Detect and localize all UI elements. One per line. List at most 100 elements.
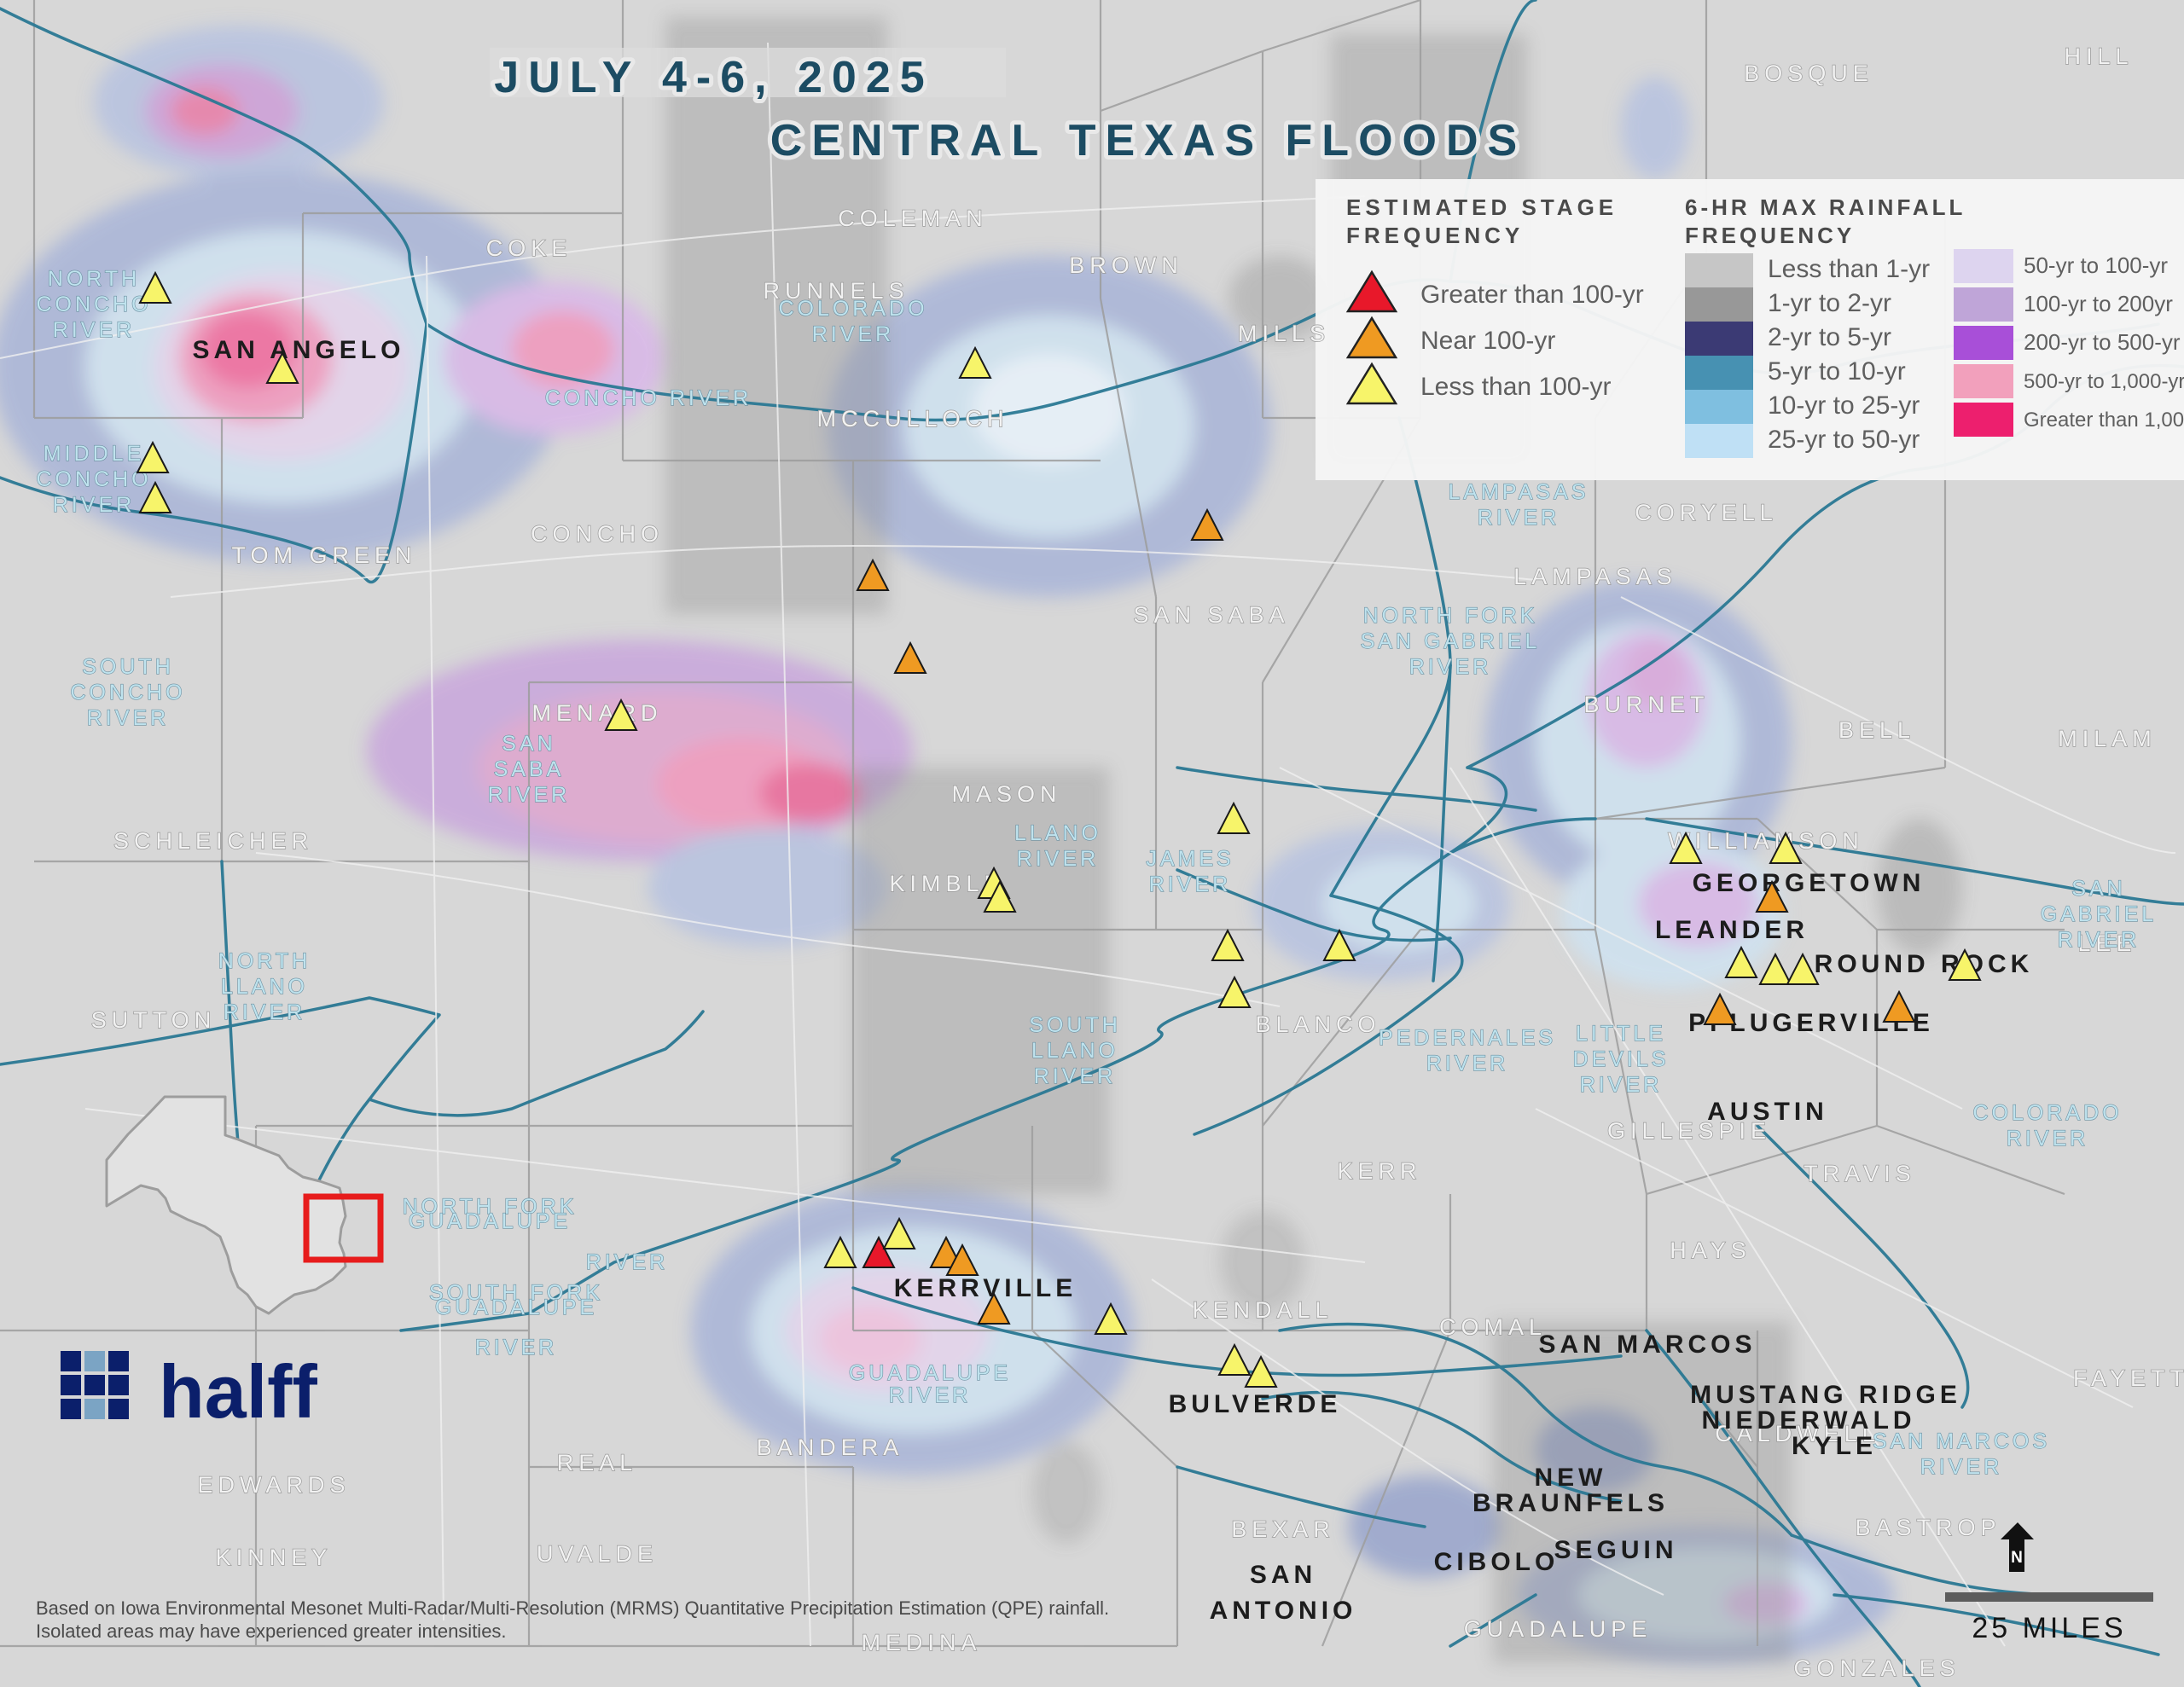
svg-text:MIDDLE: MIDDLE bbox=[44, 442, 144, 466]
svg-text:Less than 1-yr: Less than 1-yr bbox=[1768, 255, 1930, 283]
svg-text:RIVER: RIVER bbox=[1149, 872, 1231, 896]
svg-text:MASON: MASON bbox=[951, 781, 1061, 807]
svg-text:ESTIMATED STAGE: ESTIMATED STAGE bbox=[1346, 194, 1618, 220]
svg-text:CONCHO: CONCHO bbox=[70, 681, 185, 704]
svg-text:CENTRAL TEXAS FLOODS: CENTRAL TEXAS FLOODS bbox=[770, 116, 1526, 165]
svg-text:COLEMAN: COLEMAN bbox=[838, 206, 988, 231]
svg-text:SCHLEICHER: SCHLEICHER bbox=[113, 828, 313, 854]
svg-text:JAMES: JAMES bbox=[1146, 847, 1234, 871]
svg-text:RIVER: RIVER bbox=[488, 783, 570, 807]
svg-text:10-yr to 25-yr: 10-yr to 25-yr bbox=[1768, 391, 1920, 420]
svg-text:NEW: NEW bbox=[1535, 1464, 1607, 1492]
svg-text:LAMPASAS: LAMPASAS bbox=[1449, 480, 1589, 504]
svg-text:MUSTANG RIDGE: MUSTANG RIDGE bbox=[1690, 1381, 1961, 1409]
svg-text:GUADALUPE: GUADALUPE bbox=[435, 1296, 597, 1319]
svg-text:PEDERNALES: PEDERNALES bbox=[1379, 1026, 1556, 1050]
svg-text:halff: halff bbox=[159, 1349, 317, 1434]
svg-text:RIVER: RIVER bbox=[2058, 928, 2140, 952]
svg-text:TOM GREEN: TOM GREEN bbox=[231, 542, 416, 568]
svg-text:500-yr to 1,000-yr: 500-yr to 1,000-yr bbox=[2024, 370, 2184, 393]
svg-text:NORTH: NORTH bbox=[218, 949, 311, 973]
svg-text:FAYETTE: FAYETTE bbox=[2073, 1365, 2184, 1391]
svg-text:SOUTH: SOUTH bbox=[1029, 1013, 1121, 1037]
svg-text:LLANO: LLANO bbox=[1014, 821, 1101, 845]
svg-text:RIVER: RIVER bbox=[53, 318, 135, 342]
svg-text:50-yr to 100-yr: 50-yr to 100-yr bbox=[2024, 252, 2168, 278]
svg-text:BEXAR: BEXAR bbox=[1231, 1516, 1335, 1542]
svg-text:SAN: SAN bbox=[1250, 1561, 1316, 1589]
svg-text:N: N bbox=[2011, 1549, 2023, 1567]
svg-text:RIVER: RIVER bbox=[2007, 1127, 2088, 1151]
svg-text:Isolated areas may have experi: Isolated areas may have experienced grea… bbox=[36, 1620, 507, 1642]
svg-text:RIVER: RIVER bbox=[889, 1383, 971, 1407]
svg-text:HAYS: HAYS bbox=[1670, 1238, 1751, 1263]
svg-text:TRAVIS: TRAVIS bbox=[1804, 1161, 1916, 1186]
svg-text:Based on Iowa Environmental Me: Based on Iowa Environmental Mesonet Mult… bbox=[36, 1597, 1109, 1619]
svg-text:BULVERDE: BULVERDE bbox=[1169, 1390, 1342, 1418]
svg-text:RIVER: RIVER bbox=[53, 493, 135, 517]
svg-text:EDWARDS: EDWARDS bbox=[197, 1472, 350, 1498]
svg-text:REAL: REAL bbox=[557, 1450, 638, 1475]
svg-text:DEVILS: DEVILS bbox=[1573, 1047, 1670, 1071]
svg-text:RIVER: RIVER bbox=[1017, 847, 1099, 871]
svg-text:GABRIEL: GABRIEL bbox=[2041, 902, 2157, 926]
svg-text:KERR: KERR bbox=[1337, 1158, 1421, 1184]
svg-text:RIVER: RIVER bbox=[586, 1250, 668, 1274]
svg-text:GUADALUPE: GUADALUPE bbox=[849, 1361, 1011, 1385]
svg-text:BLANCO: BLANCO bbox=[1255, 1012, 1380, 1037]
svg-text:FREQUENCY: FREQUENCY bbox=[1685, 223, 1855, 248]
svg-text:CONCHO RIVER: CONCHO RIVER bbox=[545, 386, 752, 410]
svg-text:LLANO: LLANO bbox=[221, 975, 308, 999]
svg-text:RIVER: RIVER bbox=[1920, 1455, 2002, 1479]
svg-text:RIVER: RIVER bbox=[87, 706, 169, 730]
svg-text:HILL: HILL bbox=[2064, 43, 2133, 69]
svg-text:SABA: SABA bbox=[494, 757, 565, 781]
svg-text:MILAM: MILAM bbox=[2058, 726, 2157, 751]
svg-text:FREQUENCY: FREQUENCY bbox=[1346, 223, 1524, 248]
svg-text:Near 100-yr: Near 100-yr bbox=[1420, 327, 1555, 355]
svg-text:SAN GABRIEL: SAN GABRIEL bbox=[1361, 629, 1541, 653]
svg-text:WILLIAMSON: WILLIAMSON bbox=[1668, 828, 1864, 854]
svg-text:LITTLE: LITTLE bbox=[1576, 1022, 1666, 1046]
svg-text:BASTROP: BASTROP bbox=[1855, 1515, 2001, 1540]
svg-text:SAN: SAN bbox=[2071, 877, 2125, 901]
svg-text:COKE: COKE bbox=[486, 235, 572, 261]
svg-text:BURNET: BURNET bbox=[1583, 692, 1709, 717]
svg-text:ANTONIO: ANTONIO bbox=[1210, 1597, 1357, 1625]
svg-text:NORTH: NORTH bbox=[48, 267, 140, 291]
svg-text:COLORADO: COLORADO bbox=[1972, 1101, 2122, 1125]
svg-text:BRAUNFELS: BRAUNFELS bbox=[1472, 1489, 1669, 1517]
svg-text:MEDINA: MEDINA bbox=[861, 1630, 981, 1655]
svg-text:25-yr to 50-yr: 25-yr to 50-yr bbox=[1768, 426, 1920, 454]
svg-text:LEANDER: LEANDER bbox=[1655, 916, 1809, 944]
svg-text:UVALDE: UVALDE bbox=[537, 1541, 658, 1567]
svg-text:MENARD: MENARD bbox=[531, 700, 662, 726]
svg-text:GONZALES: GONZALES bbox=[1793, 1655, 1960, 1681]
svg-text:KERRVILLE: KERRVILLE bbox=[894, 1274, 1077, 1302]
svg-text:SEGUIN: SEGUIN bbox=[1554, 1536, 1677, 1564]
svg-text:CIBOLO: CIBOLO bbox=[1434, 1548, 1560, 1576]
svg-text:KENDALL: KENDALL bbox=[1192, 1297, 1333, 1323]
svg-text:BROWN: BROWN bbox=[1069, 252, 1183, 278]
svg-text:LAMPASAS: LAMPASAS bbox=[1513, 564, 1677, 589]
svg-text:CONCHO: CONCHO bbox=[36, 293, 151, 316]
svg-text:SAN MARCOS: SAN MARCOS bbox=[1538, 1330, 1756, 1359]
svg-text:RIVER: RIVER bbox=[1034, 1064, 1116, 1088]
svg-text:CONCHO: CONCHO bbox=[531, 521, 664, 547]
svg-text:AUSTIN: AUSTIN bbox=[1707, 1098, 1828, 1126]
svg-text:BANDERA: BANDERA bbox=[757, 1435, 904, 1460]
svg-text:SAN SABA: SAN SABA bbox=[1133, 602, 1289, 628]
svg-text:RIVER: RIVER bbox=[224, 1000, 305, 1024]
svg-text:KINNEY: KINNEY bbox=[216, 1545, 333, 1570]
svg-text:MCCULLOCH: MCCULLOCH bbox=[816, 406, 1008, 432]
svg-text:MILLS: MILLS bbox=[1238, 321, 1330, 346]
svg-text:CORYELL: CORYELL bbox=[1635, 500, 1778, 525]
svg-text:SUTTON: SUTTON bbox=[91, 1007, 217, 1033]
svg-text:GEORGETOWN: GEORGETOWN bbox=[1693, 869, 1926, 897]
svg-text:NORTH FORK: NORTH FORK bbox=[1363, 604, 1538, 628]
svg-text:RIVER: RIVER bbox=[475, 1336, 557, 1359]
svg-text:COMAL: COMAL bbox=[1439, 1314, 1547, 1340]
svg-text:RIVER: RIVER bbox=[1478, 506, 1560, 530]
svg-text:Greater than 1,000-yr: Greater than 1,000-yr bbox=[2024, 409, 2184, 432]
svg-text:KYLE: KYLE bbox=[1792, 1432, 1877, 1460]
